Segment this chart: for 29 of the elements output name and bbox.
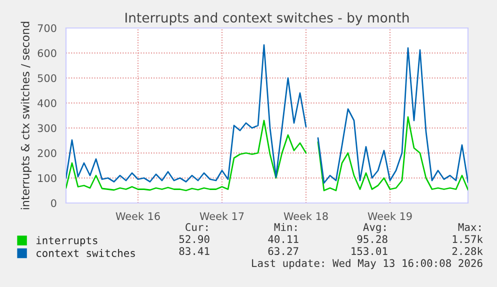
text: Avg: — [363, 223, 386, 234]
legend-label: interrupts — [36, 236, 98, 246]
legend-label: context switches — [36, 248, 135, 258]
text: 83.41 — [179, 247, 210, 256]
text: 2.28k — [452, 246, 483, 256]
text: 52.90 — [179, 235, 210, 244]
text: 40.11 — [268, 235, 298, 244]
y-tick-label: 500 — [38, 74, 56, 82]
y-tick-label: 100 — [38, 174, 56, 182]
text: 153.01 — [352, 247, 388, 256]
y-axis-title: interrupts & ctx switches / second — [20, 22, 32, 210]
text: 1.57k — [452, 234, 483, 244]
text: Cur: — [186, 223, 208, 232]
x-tick-label: Week 16 — [116, 212, 160, 220]
text: Max: — [458, 223, 480, 232]
y-tick-label: 600 — [38, 49, 56, 58]
text: 95.28 — [357, 235, 388, 244]
x-tick-label: Week 17 — [200, 212, 244, 220]
x-tick-label: Week 18 — [284, 212, 328, 220]
y-tick-label: 300 — [38, 124, 56, 132]
y-tick-label: 200 — [38, 149, 56, 158]
chart-title: Interrupts and context switches - by month — [126, 12, 409, 26]
y-tick-label: 0 — [51, 199, 56, 208]
y-tick-label: 400 — [38, 99, 56, 108]
y-tick-label: 700 — [38, 24, 56, 32]
text: Last update: Wed May 13 16:00:08 2026 — [252, 258, 482, 270]
x-tick-label: Week 19 — [368, 212, 412, 220]
text: Min: — [274, 222, 296, 231]
text: 63.27 — [268, 247, 298, 256]
